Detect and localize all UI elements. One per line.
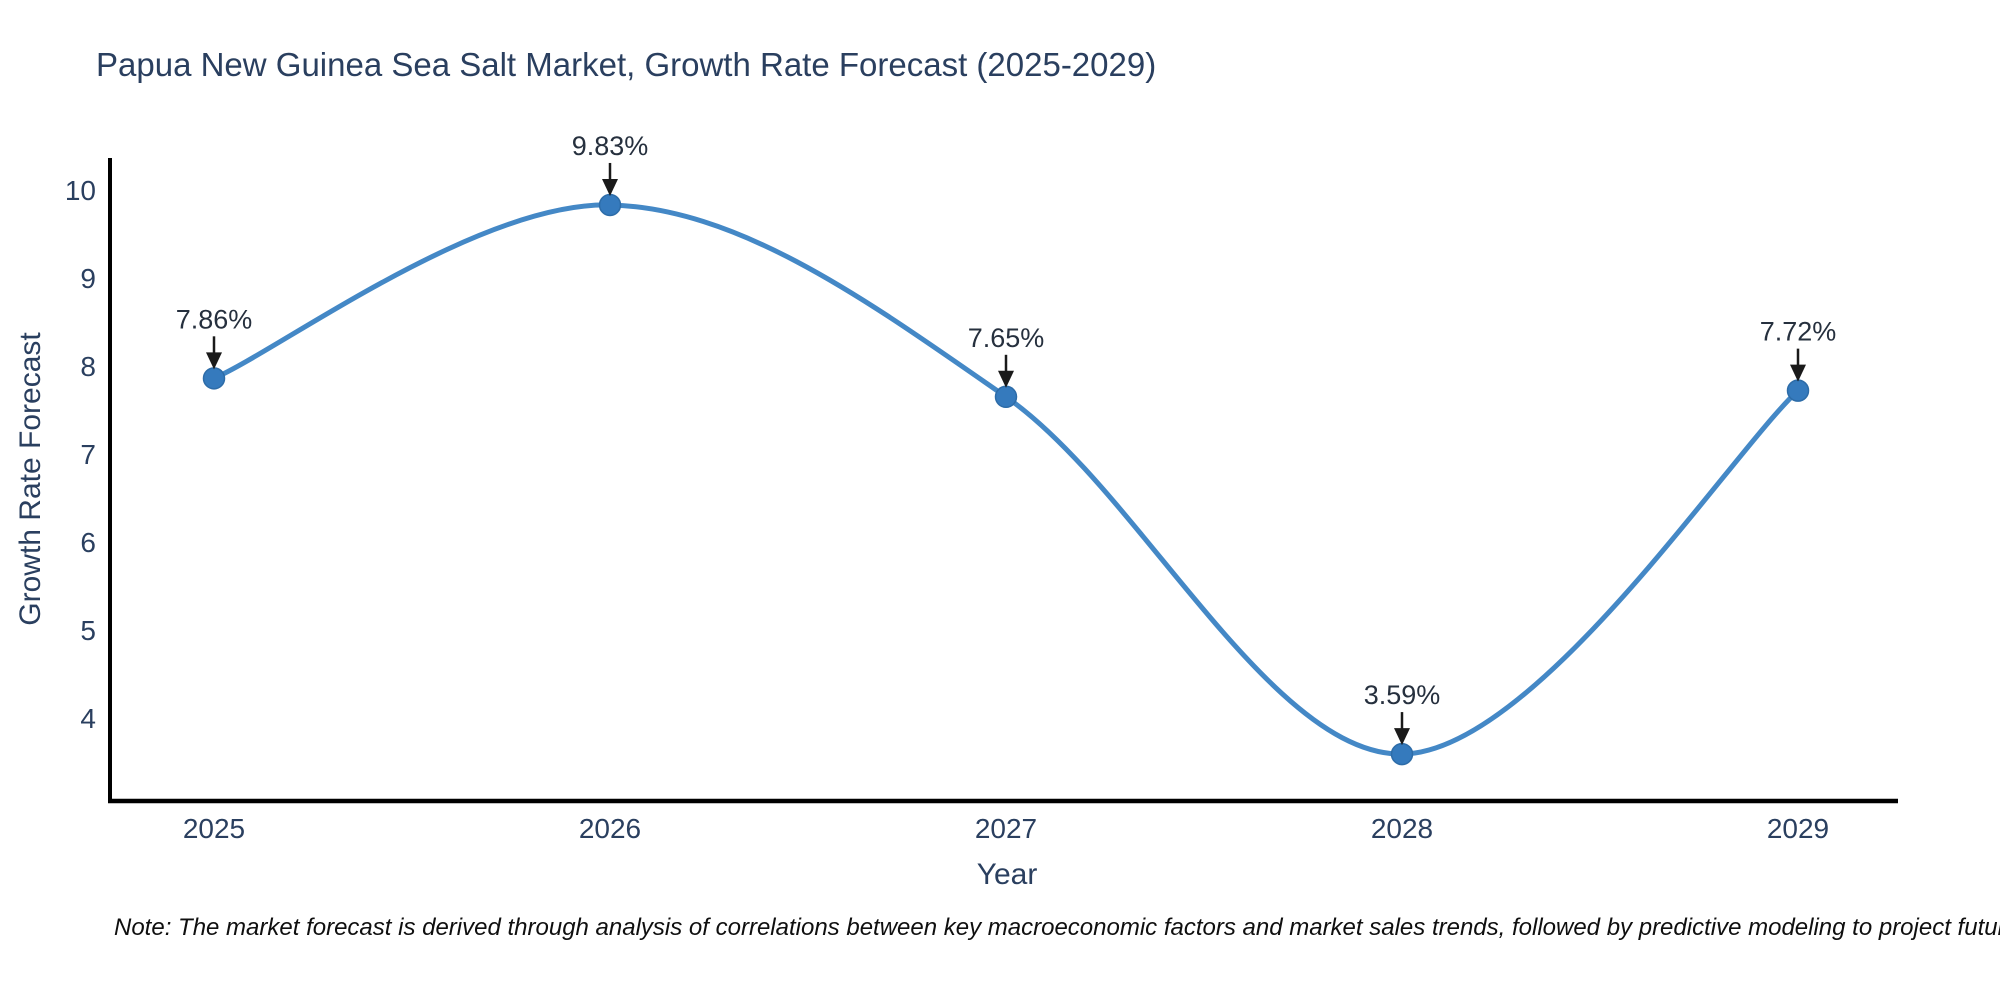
point-value-label: 7.86% — [176, 304, 253, 334]
x-tick-label: 2028 — [1371, 813, 1433, 844]
x-tick-label: 2025 — [183, 813, 245, 844]
data-point-marker — [598, 193, 622, 217]
x-tick-label: 2027 — [975, 813, 1037, 844]
annotation-arrowhead — [602, 178, 618, 196]
data-point-markers — [202, 193, 1810, 766]
y-axis-ticks: 4 5 6 7 8 9 10 — [65, 175, 96, 734]
y-tick-label: 9 — [80, 263, 96, 294]
point-value-label: 7.65% — [968, 323, 1045, 353]
annotation-arrowhead — [206, 352, 222, 370]
y-tick-label: 10 — [65, 175, 96, 206]
y-tick-label: 5 — [80, 615, 96, 646]
data-point-marker — [1786, 379, 1810, 402]
y-tick-label: 4 — [80, 703, 96, 734]
annotation-arrowhead — [998, 370, 1014, 388]
point-value-label: 9.83% — [572, 131, 649, 161]
x-axis-title: Year — [976, 858, 1038, 891]
annotation-arrowhead — [1790, 364, 1806, 382]
point-value-label: 7.72% — [1760, 317, 1837, 347]
x-tick-label: 2026 — [579, 813, 641, 844]
chart-title: Papua New Guinea Sea Salt Market, Growth… — [96, 46, 1157, 83]
data-point-marker — [994, 385, 1018, 409]
forecast-line — [212, 202, 1800, 757]
y-axis-title: Growth Rate Forecast — [14, 332, 47, 626]
y-tick-label: 6 — [80, 527, 96, 558]
point-annotations: 7.86% 9.83% 7.65% 3.59% 7.72% — [176, 131, 1837, 746]
data-point-marker — [202, 367, 226, 390]
forecast-curve — [212, 202, 1800, 757]
point-value-label: 3.59% — [1364, 680, 1441, 710]
y-tick-label: 7 — [80, 439, 96, 470]
x-axis-ticks: 2025 2026 2027 2028 2029 — [183, 813, 1829, 844]
y-tick-label: 8 — [80, 351, 96, 382]
annotation-arrowhead — [1394, 728, 1410, 746]
footnote: Note: The market forecast is derived thr… — [114, 914, 2000, 941]
data-point-marker — [1390, 742, 1414, 766]
x-tick-label: 2029 — [1767, 813, 1829, 844]
